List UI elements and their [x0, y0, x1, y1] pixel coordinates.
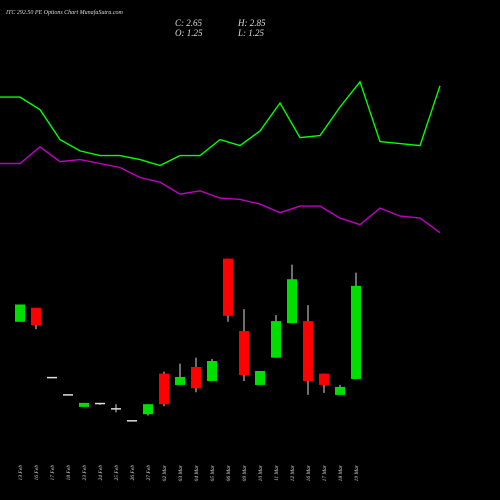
x-tick-label: 03 Mar	[178, 464, 184, 481]
candle-body	[191, 366, 201, 389]
candle-body	[223, 258, 233, 316]
x-tick-label: 16 Mar	[306, 464, 312, 481]
x-tick-label: 19 Mar	[354, 464, 360, 481]
indicator-line	[0, 146, 441, 234]
x-tick-label: 18 Mar	[338, 464, 344, 481]
x-tick-label: 05 Mar	[210, 464, 216, 481]
candle-body	[287, 279, 297, 324]
candle-body	[95, 402, 105, 405]
x-tick-label: 17 Mar	[322, 464, 328, 481]
candle-body	[127, 420, 137, 422]
candle-body	[255, 370, 265, 385]
candle-body	[63, 394, 73, 396]
x-tick-label: 23 Feb	[82, 465, 88, 481]
x-tick-label: 11 Mar	[274, 464, 280, 481]
x-tick-label: 02 Mar	[162, 464, 168, 481]
x-tick-label: 09 Mar	[242, 464, 248, 481]
x-tick-label: 13 Feb	[18, 465, 24, 481]
stat-open: O: 1.25	[175, 28, 203, 38]
x-tick-label: 26 Feb	[130, 465, 136, 481]
x-tick-label: 24 Feb	[97, 465, 104, 481]
candle-body	[239, 331, 249, 375]
x-tick-label: 27 Feb	[146, 465, 152, 481]
x-tick-label: 06 Mar	[226, 464, 232, 481]
candle-body	[335, 386, 345, 395]
candle-body	[271, 321, 281, 358]
candle-body	[159, 373, 169, 405]
x-tick-label: 18 Feb	[66, 465, 72, 481]
stat-high: H: 2.85	[237, 18, 266, 28]
stat-close: C: 2.65	[175, 18, 203, 28]
candle-body	[303, 321, 313, 381]
candle-body	[79, 402, 89, 407]
candle-body	[351, 285, 361, 379]
x-tick-label: 12 Mar	[290, 464, 296, 481]
candle-body	[207, 360, 217, 381]
x-tick-label: 16 Feb	[34, 465, 40, 481]
x-tick-label: 25 Feb	[114, 465, 120, 481]
x-tick-label: 17 Feb	[50, 465, 56, 481]
candle-body	[111, 408, 121, 410]
candle-body	[31, 307, 41, 326]
indicator-line	[0, 80, 441, 167]
chart-title: ITC 292.50 PE Options Chart MunafaSutra.…	[5, 9, 124, 16]
candle-body	[175, 376, 185, 385]
candle-body	[47, 376, 57, 379]
stat-low: L: 1.25	[237, 28, 265, 38]
candle-body	[143, 404, 153, 415]
x-tick-label: 04 Mar	[193, 464, 200, 481]
x-tick-label: 10 Mar	[258, 464, 264, 481]
candle-body	[15, 304, 25, 322]
candle-body	[319, 373, 329, 385]
